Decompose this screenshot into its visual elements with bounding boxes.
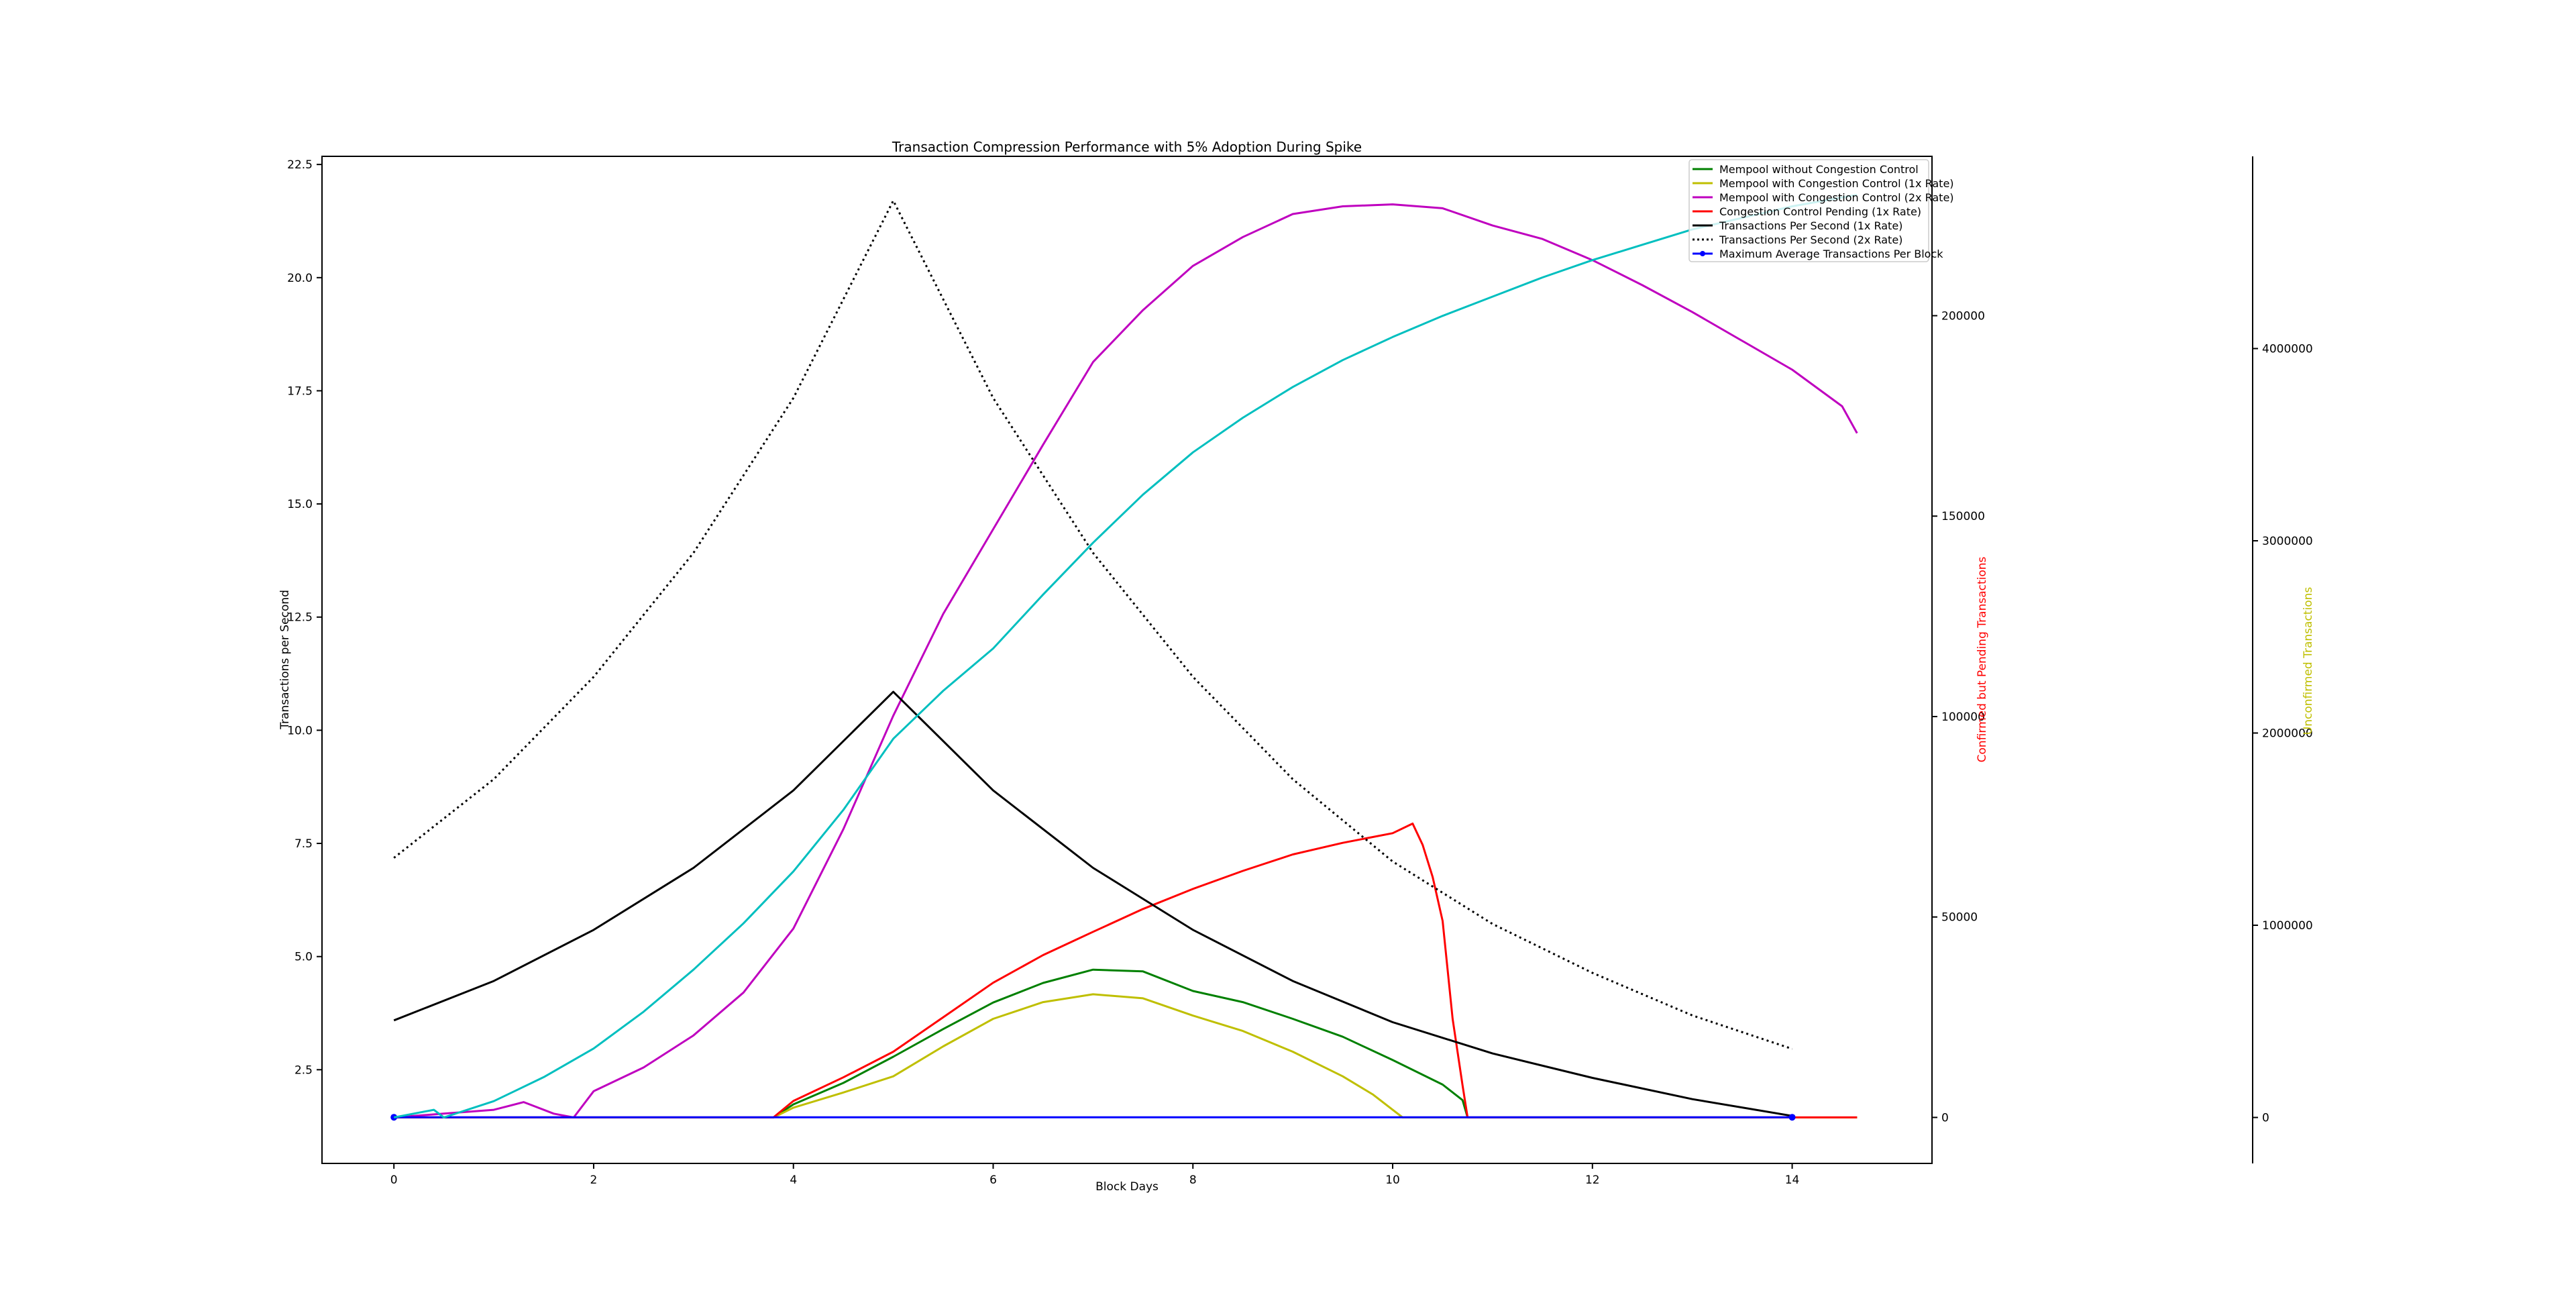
legend-label: Mempool with Congestion Control (2x Rate… — [1719, 191, 1954, 204]
left-y-tick-label: 5.0 — [294, 951, 313, 964]
series-marker — [1788, 1114, 1796, 1121]
x-tick-label: 0 — [390, 1173, 398, 1187]
series-layer — [390, 193, 1858, 1121]
legend-item: Maximum Average Transactions Per Block — [1693, 248, 1943, 260]
left-y-axis-label: Transactions per Second — [278, 590, 292, 730]
legend-label: Transactions Per Second (1x Rate) — [1719, 219, 1902, 232]
series-line-1 — [394, 993, 1858, 1118]
left-y-tick-label: 20.0 — [287, 272, 313, 285]
left-y-tick-label: 12.5 — [287, 611, 313, 625]
series-line-0 — [394, 968, 1858, 1118]
x-tick-label: 2 — [590, 1173, 598, 1187]
legend-item: Transactions Per Second (2x Rate) — [1693, 233, 1902, 246]
series-line-7 — [393, 193, 1858, 1118]
right2-y-tick-label: 0 — [2262, 1112, 2269, 1125]
series-line-3 — [394, 823, 1858, 1118]
legend-item: Mempool without Congestion Control — [1693, 163, 1919, 176]
series-line-2 — [394, 203, 1858, 1118]
x-tick-label: 10 — [1385, 1173, 1400, 1187]
legend-item: Mempool with Congestion Control (1x Rate… — [1693, 177, 1954, 190]
left-y-tick-label: 7.5 — [294, 837, 313, 851]
x-tick-label: 12 — [1585, 1173, 1600, 1187]
chart-title: Transaction Compression Performance with… — [892, 139, 1362, 155]
left-y-tick-label: 10.0 — [287, 724, 313, 737]
right2-y-tick-label: 4000000 — [2262, 343, 2313, 356]
right1-y-tick-label: 50000 — [1941, 911, 1978, 925]
legend-label: Transactions Per Second (2x Rate) — [1719, 233, 1902, 246]
tick-layer: 0 2 4 6 8 10 12 14 2.5 5.0 7.5 10.0 12.5 15.0 17.5 20.0… — [287, 158, 2313, 1187]
x-tick-label: 14 — [1785, 1173, 1800, 1187]
legend-label: Maximum Average Transactions Per Block — [1719, 248, 1943, 260]
x-tick-label: 6 — [989, 1173, 997, 1187]
left-y-tick-label: 17.5 — [287, 384, 313, 398]
left-y-tick-label: 22.5 — [287, 158, 313, 172]
right1-y-tick-label: 100000 — [1941, 711, 1985, 724]
x-axis-label: Block Days — [1095, 1180, 1159, 1194]
right2-y-tick-label: 1000000 — [2262, 919, 2313, 933]
legend-label: Mempool with Congestion Control (1x Rate… — [1719, 177, 1954, 190]
legend: Mempool without Congestion ControlMempoo… — [1688, 159, 1954, 262]
right1-y-tick-label: 200000 — [1941, 310, 1985, 323]
x-tick-label: 8 — [1189, 1173, 1197, 1187]
plot-frame — [321, 156, 1933, 1164]
legend-item: Transactions Per Second (1x Rate) — [1693, 219, 1902, 232]
right2-y-tick-label: 2000000 — [2262, 727, 2313, 741]
left-y-tick-label: 15.0 — [287, 498, 313, 511]
series-line-5 — [393, 199, 1793, 1050]
legend-marker — [1700, 251, 1705, 256]
legend-label: Congestion Control Pending (1x Rate) — [1719, 205, 1921, 218]
right2-y-axis-label: Unconfirmed Transactions — [2302, 587, 2315, 735]
legend-label: Mempool without Congestion Control — [1719, 163, 1919, 176]
left-y-tick-label: 2.5 — [294, 1063, 313, 1077]
legend-box — [1688, 159, 1929, 262]
right1-y-tick-label: 150000 — [1941, 510, 1985, 523]
x-tick-label: 4 — [790, 1173, 797, 1187]
series-line-4 — [393, 690, 1792, 1117]
legend-item: Mempool with Congestion Control (2x Rate… — [1693, 191, 1954, 204]
legend-item: Congestion Control Pending (1x Rate) — [1693, 205, 1921, 218]
right2-y-tick-label: 3000000 — [2262, 535, 2313, 548]
right1-y-axis-label: Confirmed but Pending Transactions — [1976, 556, 1989, 762]
right1-y-tick-label: 0 — [1941, 1111, 1949, 1125]
